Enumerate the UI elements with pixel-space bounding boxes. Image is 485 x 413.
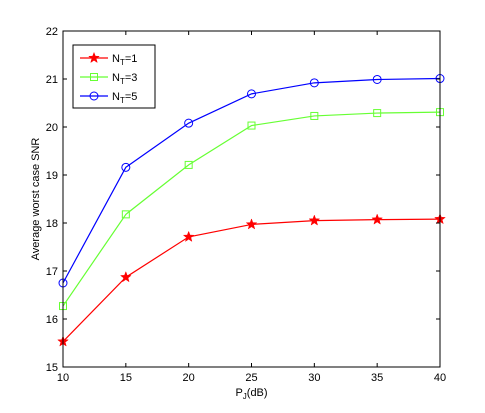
plot-frame [62,30,441,368]
series-layer [57,74,446,347]
legend-entry-2: NT=3 [80,72,137,86]
legend-marker [90,73,98,81]
y-tick-label: 21 [46,74,58,86]
legend-label: NT=1 [112,53,137,67]
data-point [121,162,131,172]
data-point [310,111,319,120]
data-point [121,210,130,219]
series-2 [59,108,444,311]
x-tick-label: 30 [308,372,320,384]
legend-entry-1: NT=1 [80,51,137,67]
y-tick-label: 17 [46,266,58,278]
x-tick-label: 25 [245,372,257,384]
data-point [371,213,384,225]
legend-marker [88,51,100,64]
data-point [373,109,382,118]
y-tick-label: 20 [46,122,58,134]
y-tick-label: 15 [46,362,58,374]
x-tick-label: 10 [57,372,69,384]
data-point [245,218,258,230]
y-tick-label: 19 [46,170,58,182]
series-line [62,77,441,284]
x-tick-label: 15 [120,372,132,384]
data-point [308,214,321,226]
legend-entry-3: NT=5 [80,91,137,105]
legend-label: NT=3 [112,72,137,86]
data-point [309,78,319,88]
data-point [184,118,194,128]
x-tick-label: 40 [434,372,446,384]
data-point [372,74,382,84]
y-axis-label: Average worst case SNR [30,138,42,261]
data-point [247,121,256,130]
x-tick-label: 20 [183,372,195,384]
series-line [62,111,441,307]
data-point [247,89,256,99]
legend-marker [89,91,99,101]
y-tick-label: 16 [46,314,58,326]
data-point [184,160,193,169]
y-tick-label: 18 [46,218,58,230]
x-axis-label: PJ(dB) [235,387,267,401]
data-point [182,230,195,242]
legend: NT=1 NT=3 NT=5 [72,44,156,109]
x-tick-label: 35 [371,372,383,384]
legend-entries: NT=1 NT=3 NT=5 [80,51,137,105]
legend-label: NT=5 [112,91,137,105]
data-point [119,271,132,283]
y-tick-label: 22 [46,26,58,38]
